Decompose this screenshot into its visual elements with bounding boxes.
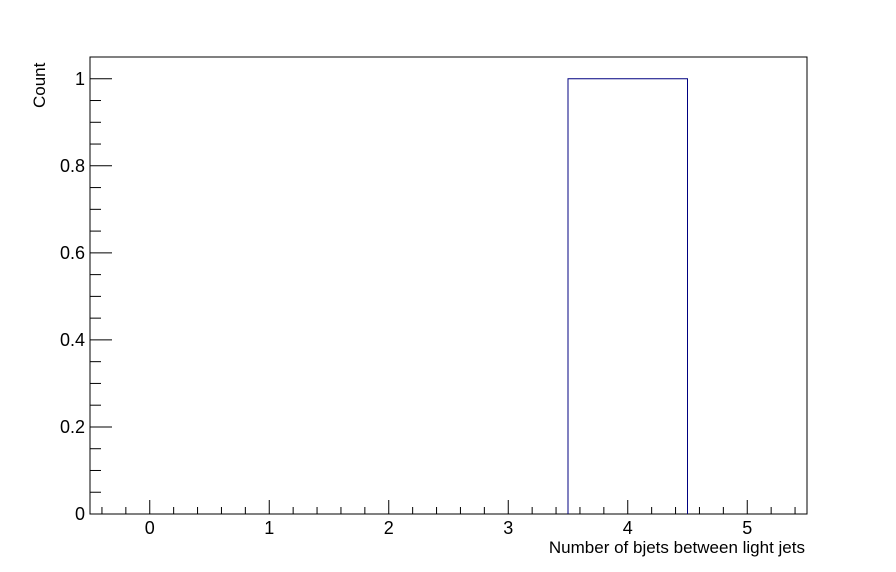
histogram-bar [567,78,688,514]
y-axis-title: Count [30,62,49,108]
x-tick-label: 5 [742,518,752,538]
y-tick-label: 0.2 [60,417,85,437]
x-axis-ticks: 0 1 2 3 4 5 [101,500,796,538]
y-tick-label: 0.4 [60,330,85,350]
x-tick-label: 3 [503,518,513,538]
y-tick-label: 0.6 [60,243,85,263]
y-tick-label: 1 [75,69,85,89]
y-axis-ticks: 0 0.2 0.4 0.6 0.8 1 [60,56,112,524]
x-tick-label: 1 [264,518,274,538]
x-axis-title: Number of bjets between light jets [549,538,805,557]
x-tick-label: 2 [384,518,394,538]
x-tick-label: 0 [145,518,155,538]
plot-frame [89,56,808,515]
x-tick-label: 4 [623,518,633,538]
histogram-bars [567,78,688,514]
y-tick-label: 0.8 [60,156,85,176]
y-tick-label: 0 [75,504,85,524]
